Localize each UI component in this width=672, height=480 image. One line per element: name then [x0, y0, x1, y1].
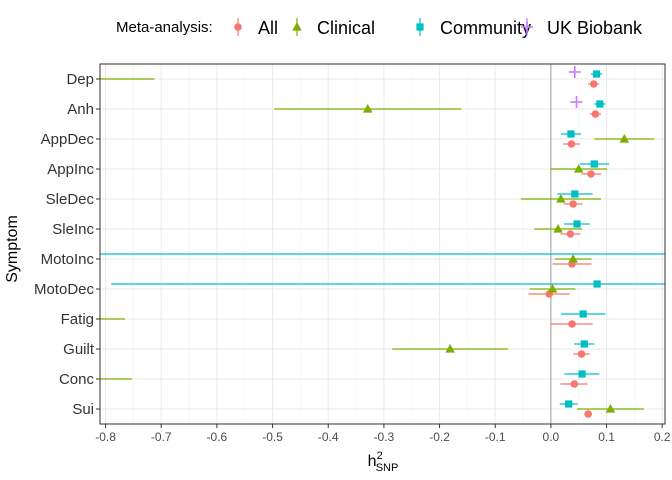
point-community-sui [565, 400, 573, 408]
point-all-dep [589, 80, 598, 88]
point-all-appinc [587, 170, 595, 178]
x-tick-label: -0.3 [374, 430, 395, 444]
point-all-sleinc [566, 230, 575, 238]
x-tick-label: -0.8 [95, 430, 116, 444]
x-axis-ticks: -0.8 -0.7 -0.6 -0.5 -0.4 -0.3 -0.2 -0.1 0.0 0.1 0.… [95, 424, 671, 444]
point-all-anh [591, 110, 600, 118]
x-axis-title-sub: SNP [376, 462, 399, 474]
legend-item-clinical: Clinical [292, 18, 375, 38]
x-tick-label: -0.2 [429, 430, 450, 444]
y-axis-title: Symptom [4, 215, 21, 283]
panel-border [99, 63, 666, 425]
legend-label-uk-biobank: UK Biobank [547, 18, 643, 38]
point-clinical-motoinc [568, 254, 578, 263]
x-tick-label: 0.0 [543, 430, 560, 444]
legend-label-community: Community [440, 18, 531, 38]
data-marks [100, 66, 665, 418]
y-tick-label: AppInc [47, 161, 94, 178]
point-all-sledec [569, 200, 577, 208]
point-clinical-appdec [619, 134, 630, 143]
plot-panel [99, 63, 666, 425]
legend-label-all: All [258, 18, 278, 38]
legend-key-uk-biobank [521, 21, 533, 33]
x-axis-title-main: h [368, 453, 377, 470]
point-clinical-motodec [547, 284, 558, 293]
point-all-fatig [568, 320, 576, 328]
point-all-conc [570, 380, 579, 388]
x-tick-label: 0.2 [654, 430, 671, 444]
legend-key-community [416, 23, 424, 31]
point-community-appinc [590, 160, 598, 168]
legend-item-all: All [234, 18, 278, 38]
y-tick-label: AppDec [41, 131, 95, 148]
y-tick-label: Guilt [63, 341, 95, 358]
y-tick-label: Anh [67, 101, 94, 118]
y-tick-label: SleDec [46, 191, 95, 208]
point-community-fatig [579, 310, 587, 318]
legend-title: Meta-analysis: [116, 19, 213, 36]
point-community-anh [596, 100, 604, 108]
point-all-appdec [567, 140, 576, 148]
point-community-motodec [593, 280, 601, 288]
point-all-guilt [577, 350, 586, 358]
point-clinical-appinc [573, 164, 584, 173]
x-tick-label: -0.5 [262, 430, 283, 444]
grid-lines [100, 64, 665, 424]
point-clinical-sui [605, 404, 616, 413]
y-tick-label: MotoInc [41, 251, 95, 268]
y-tick-label: Dep [66, 71, 94, 88]
x-tick-label: -0.7 [151, 430, 172, 444]
legend-item-uk-biobank: UK Biobank [521, 18, 643, 38]
point-community-sleinc [573, 220, 581, 228]
y-tick-label: MotoDec [34, 281, 95, 298]
y-tick-label: Fatig [61, 311, 94, 328]
point-uk-biobank-anh [570, 96, 583, 108]
point-clinical-anh [362, 104, 373, 113]
point-all-sui [584, 410, 592, 418]
point-uk-biobank-dep [568, 66, 581, 78]
x-axis-title-sup: 2 [377, 450, 383, 462]
y-tick-label: Conc [59, 371, 95, 388]
point-community-dep [592, 70, 601, 78]
x-tick-label: 0.1 [598, 430, 615, 444]
legend-key-all [234, 23, 242, 31]
y-axis-ticks: Dep Anh AppDec AppInc SleDec SleInc MotoInc Mot… [34, 71, 100, 418]
point-clinical-guilt [445, 344, 455, 353]
x-tick-label: -0.1 [485, 430, 506, 444]
x-axis-title: h2 SNP [368, 450, 399, 474]
point-community-guilt [580, 340, 588, 348]
legend-key-clinical [292, 22, 302, 31]
x-tick-label: -0.6 [207, 430, 228, 444]
point-community-appdec [567, 130, 575, 138]
x-tick-label: -0.4 [318, 430, 339, 444]
point-community-conc [578, 370, 586, 378]
y-tick-label: SleInc [52, 221, 94, 238]
legend-item-community: Community [416, 18, 531, 38]
legend: Meta-analysis: All Clinical Community UK Bi… [116, 18, 643, 38]
y-tick-label: Sui [72, 401, 94, 418]
point-clinical-sleinc [553, 224, 563, 233]
point-clinical-sledec [556, 194, 566, 203]
legend-label-clinical: Clinical [317, 18, 375, 38]
point-community-sledec [571, 190, 579, 198]
